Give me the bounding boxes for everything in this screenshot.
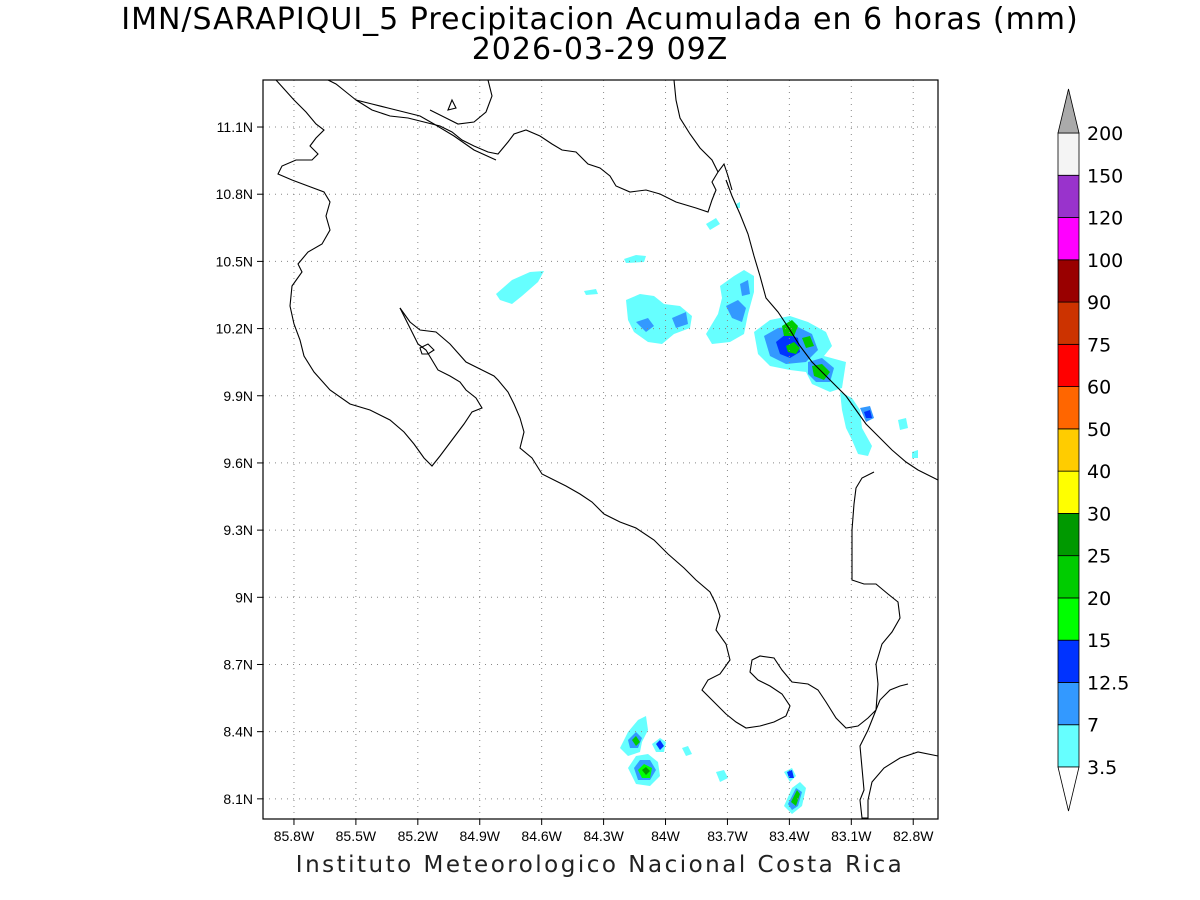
longitude-tick-label: 84.3W (583, 828, 624, 844)
latitude-tick-label: 10.8N (216, 186, 253, 202)
colorbar-swatch (1057, 597, 1080, 641)
rain-area (626, 294, 692, 344)
map-frame (262, 79, 939, 820)
rain-area (840, 392, 872, 456)
latitude-tick-label: 9.6N (223, 455, 253, 471)
rain-area (632, 736, 640, 746)
rain-area (672, 312, 688, 328)
longitude-tick-label: 84.9W (460, 828, 501, 844)
longitude-tick-label: 85.8W (274, 828, 315, 844)
colorbar-label: 90 (1087, 292, 1111, 314)
coastline-segment (429, 79, 493, 125)
precipitation-layer (496, 202, 918, 814)
longitude-axis: 85.8W 85.5W 85.2W 84.9W 84.6W 84.3W 84W 83.7W 83… (274, 819, 934, 844)
rain-area (496, 271, 544, 304)
colorbar-swatch (1057, 555, 1080, 599)
rain-area (636, 318, 654, 332)
coastline-segment (725, 179, 939, 481)
colorbar-label: 120 (1087, 208, 1123, 230)
colorbar-swatch (1057, 470, 1080, 514)
longitude-tick-label: 84W (651, 828, 681, 844)
rain-area (642, 767, 650, 775)
colorbar-label: 12.5 (1087, 672, 1129, 694)
colorbar-legend: 3.5 7 12.5 15 20 25 30 40 50 60 75 90 100 120 150 200 (1057, 88, 1129, 812)
latitude-tick-label: 10.2N (216, 321, 253, 337)
rain-area (898, 418, 908, 430)
colorbar-label: 50 (1087, 419, 1111, 441)
colorbar-max-arrow (1057, 88, 1080, 134)
rain-area (706, 218, 720, 230)
latitude-tick-label: 10.5N (216, 253, 253, 269)
longitude-tick-label: 83.1W (831, 828, 872, 844)
colorbar-label: 15 (1087, 630, 1111, 652)
colorbar-swatch (1057, 639, 1080, 683)
colorbar-label: 75 (1087, 334, 1111, 356)
island (419, 343, 435, 355)
latitude-tick-label: 8.7N (223, 656, 253, 672)
colorbar-swatch (1057, 259, 1080, 303)
colorbar-label: 30 (1087, 503, 1111, 525)
rain-area (656, 740, 664, 750)
island (447, 98, 457, 111)
rain-area (912, 450, 918, 458)
rain-area (786, 342, 800, 354)
footer-credit: Instituto Meteorologico Nacional Costa R… (295, 852, 905, 878)
rain-area (726, 300, 746, 322)
colorbar-label: 100 (1087, 250, 1123, 272)
rain-area (584, 289, 598, 295)
coastline-segment (399, 307, 909, 729)
colorbar-swatch (1057, 217, 1080, 261)
coastline-segment (327, 79, 497, 161)
longitude-tick-label: 83.7W (707, 828, 748, 844)
rain-area (791, 790, 800, 806)
rain-area (864, 410, 872, 418)
colorbar-label: 60 (1087, 377, 1111, 399)
coastline-segment (851, 471, 901, 711)
colorbar-label: 3.5 (1087, 757, 1117, 779)
colorbar-swatch (1057, 428, 1080, 472)
colorbar-label: 7 (1087, 715, 1099, 737)
longitude-tick-label: 85.2W (398, 828, 439, 844)
rain-area (802, 336, 814, 348)
latitude-tick-label: 9.3N (223, 522, 253, 538)
colorbar-swatch (1057, 724, 1080, 768)
longitude-tick-label: 82.8W (893, 828, 934, 844)
colorbar-swatch (1057, 343, 1080, 388)
map-datetime: 2026-03-29 09Z (471, 32, 729, 67)
longitude-tick-label: 83.4W (769, 828, 810, 844)
latitude-tick-label: 8.4N (223, 724, 253, 740)
rain-area (787, 770, 794, 778)
colorbar-swatch (1057, 174, 1080, 218)
colorbar-swatch (1057, 513, 1080, 557)
rain-area (682, 746, 692, 756)
coastline-segment (275, 79, 483, 467)
latitude-tick-label: 8.1N (223, 791, 253, 807)
colorbar-swatch (1057, 132, 1080, 176)
latitude-axis: 11.1N 10.8N 10.5N 10.2N 9.9N 9.6N 9.3N 9N 8.7N 8.… (216, 119, 263, 807)
coastline (275, 79, 939, 819)
rain-area (716, 770, 728, 782)
latitude-tick-label: 11.1N (217, 119, 253, 135)
latitude-tick-label: 9.9N (223, 388, 253, 404)
colorbar-label: 150 (1087, 165, 1123, 187)
colorbar-label: 200 (1087, 123, 1123, 145)
colorbar-label: 25 (1087, 546, 1111, 568)
colorbar-swatch (1057, 301, 1080, 345)
colorbar-swatch (1057, 386, 1080, 430)
map-title: IMN/SARAPIQUI_5 Precipitacion Acumulada … (121, 2, 1079, 37)
longitude-tick-label: 85.5W (336, 828, 377, 844)
longitude-tick-label: 84.6W (521, 828, 562, 844)
latitude-tick-label: 9N (235, 589, 253, 605)
rain-area (740, 280, 750, 296)
coastline-segment (673, 79, 719, 173)
colorbar-label: 20 (1087, 588, 1111, 610)
colorbar-swatch (1057, 682, 1080, 726)
colorbar-min-arrow (1057, 766, 1080, 812)
colorbar-label: 40 (1087, 461, 1111, 483)
graticule (263, 80, 938, 819)
coastline-segment (859, 709, 939, 819)
coastline-segment (355, 99, 733, 213)
